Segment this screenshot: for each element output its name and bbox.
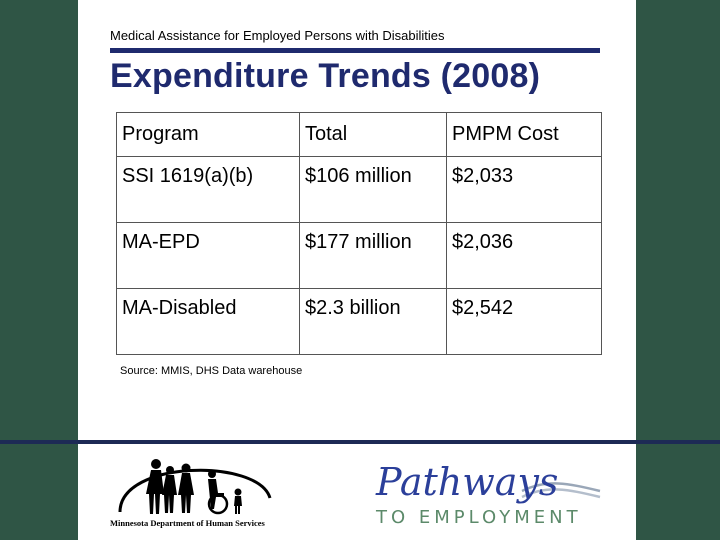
pathways-logo: Pathways TO EMPLOYMENT (375, 460, 601, 528)
title-rule (110, 48, 600, 53)
pathways-script: Pathways (375, 460, 558, 504)
source-note: Source: MMIS, DHS Data warehouse (120, 365, 303, 377)
right-margin-panel (636, 0, 720, 540)
slide-title: Expenditure Trends (2008) (110, 57, 541, 95)
table-row: SSI 1619(a)(b) $106 million $2,033 (116, 156, 602, 223)
table-cell: $106 million (299, 156, 447, 223)
left-margin-panel (0, 0, 78, 540)
table-row: MA-EPD $177 million $2,036 (116, 222, 602, 289)
footer-divider (0, 440, 720, 444)
table-cell: $2,542 (446, 288, 602, 355)
column-header: Total (299, 112, 447, 157)
column-header: PMPM Cost (446, 112, 602, 157)
expenditure-table: Program Total PMPM Cost SSI 1619(a)(b) $… (116, 112, 602, 355)
table-header-row: Program Total PMPM Cost (116, 112, 602, 157)
table-cell: $2,033 (446, 156, 602, 223)
column-header: Program (116, 112, 300, 157)
table-cell: MA-EPD (116, 222, 300, 289)
dhs-logo: Minnesota Department of Human Services (108, 459, 290, 528)
table-cell: $177 million (299, 222, 447, 289)
dhs-wordmark: Minnesota Department of Human Services (110, 518, 266, 528)
table-cell: $2.3 billion (299, 288, 447, 355)
table-cell: MA-Disabled (116, 288, 300, 355)
table-cell: SSI 1619(a)(b) (116, 156, 300, 223)
table-row: MA-Disabled $2.3 billion $2,542 (116, 288, 602, 355)
table-cell: $2,036 (446, 222, 602, 289)
pathways-subtitle: TO EMPLOYMENT (375, 507, 582, 528)
slide-supertitle: Medical Assistance for Employed Persons … (110, 28, 445, 43)
